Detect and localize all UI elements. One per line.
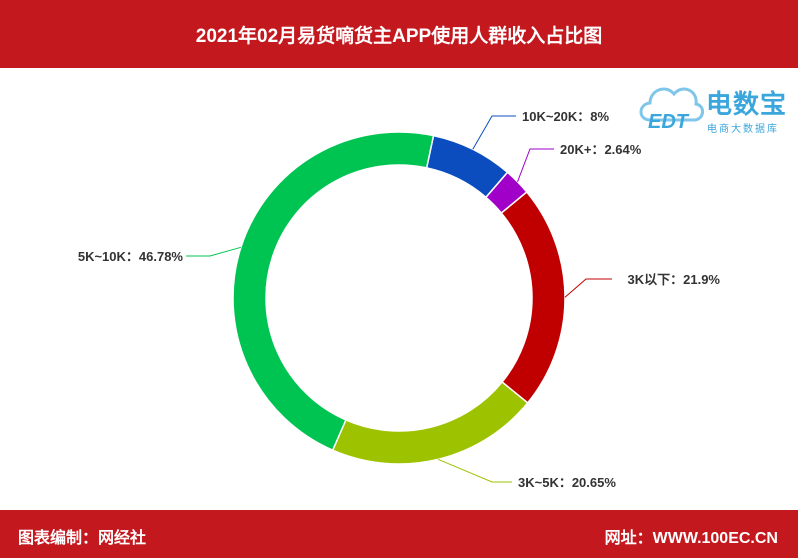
- leader-line-1: [517, 148, 554, 182]
- footer-website: 网址：WWW.100EC.CN: [604, 530, 778, 547]
- donut-slice-2: [500, 190, 566, 404]
- slice-label-3: 3K~5K：20.65%: [518, 475, 616, 490]
- footer-source: 图表编制：网经社: [18, 530, 147, 547]
- donut-slice-3: [331, 380, 529, 465]
- cloud-logo-icon: EDT: [639, 87, 704, 133]
- chart-title: 2021年02月易货嘀货主APP使用人群收入占比图: [195, 25, 603, 47]
- slice-label-4: 5K~10K：46.78%: [78, 249, 184, 264]
- logo-mark: EDT: [648, 111, 690, 133]
- slice-label-1: 20K+：2.64%: [560, 142, 642, 157]
- leader-line-3: [437, 458, 512, 483]
- footer-banner: 图表编制：网经社 网址：WWW.100EC.CN: [0, 510, 798, 558]
- logo-subtitle: 电商大数据库: [707, 124, 779, 135]
- slice-label-0: 10K~20K：8%: [522, 109, 610, 124]
- donut-slice-4: [232, 131, 435, 452]
- logo-brand: 电数宝: [706, 89, 788, 119]
- leader-line-2: [564, 278, 612, 298]
- leader-line-4: [186, 246, 242, 257]
- leader-line-0: [472, 115, 516, 150]
- slice-label-2: 3K以下：21.9%: [628, 272, 721, 287]
- chart-title-banner: 2021年02月易货嘀货主APP使用人群收入占比图: [0, 0, 798, 68]
- donut-chart: 10K~20K：8% 20K+：2.64% 3K以下：21.9% 3K~5K：20.6…: [78, 109, 721, 490]
- logo: EDT 电数宝 电商大数据库: [636, 76, 796, 140]
